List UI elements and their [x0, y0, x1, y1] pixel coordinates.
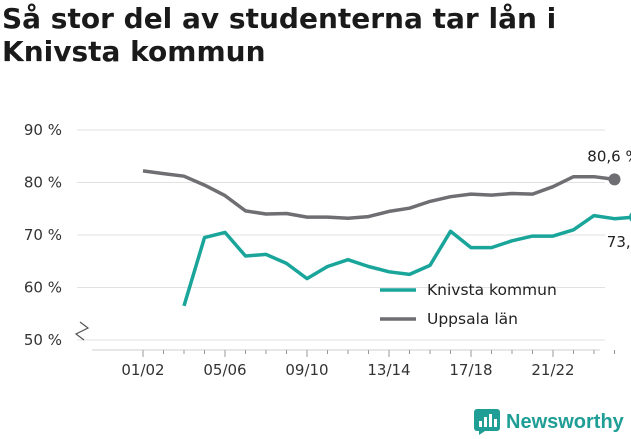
- y-tick-label: 50 %: [24, 331, 62, 349]
- newsworthy-logo: Newsworthy: [474, 408, 624, 436]
- newsworthy-logo-icon: [474, 409, 500, 435]
- y-tick-label: 70 %: [24, 226, 62, 244]
- axis-break-icon: [74, 321, 90, 341]
- end-label-knivsta: 73,4 %: [607, 233, 631, 251]
- series-lines: [142, 169, 631, 307]
- series-line-knivsta: [182, 213, 631, 307]
- legend-label: Knivsta kommun: [427, 281, 557, 299]
- legend-label: Uppsala län: [427, 310, 518, 328]
- gridlines: [77, 129, 605, 341]
- end-label-uppsala: 80,6 %: [587, 147, 631, 165]
- x-tick-label: 13/14: [367, 361, 410, 379]
- x-tick-label: 09/10: [285, 361, 328, 379]
- newsworthy-logo-text: Newsworthy: [506, 410, 624, 433]
- y-tick-label: 80 %: [24, 174, 62, 192]
- legend: Knivsta kommun Uppsala län: [380, 281, 557, 328]
- x-tick-label: 21/22: [531, 361, 574, 379]
- chart-title: Så stor del av studenterna tar lån i Kni…: [2, 2, 557, 68]
- y-axis: 50 % 60 % 70 % 80 % 90 %: [24, 121, 90, 349]
- x-tick-label: 05/06: [203, 361, 246, 379]
- y-tick-label: 60 %: [24, 279, 62, 297]
- x-tick-label: 17/18: [449, 361, 492, 379]
- series-line-uppsala: [142, 169, 615, 220]
- end-point-uppsala: [608, 173, 621, 186]
- x-tick-label: 01/02: [121, 361, 164, 379]
- y-tick-label: 90 %: [24, 121, 62, 139]
- x-axis: 01/02 05/06 09/10 13/14 17/18 21/22: [92, 349, 615, 379]
- end-labels: 73,4 % 80,6 %: [587, 147, 631, 251]
